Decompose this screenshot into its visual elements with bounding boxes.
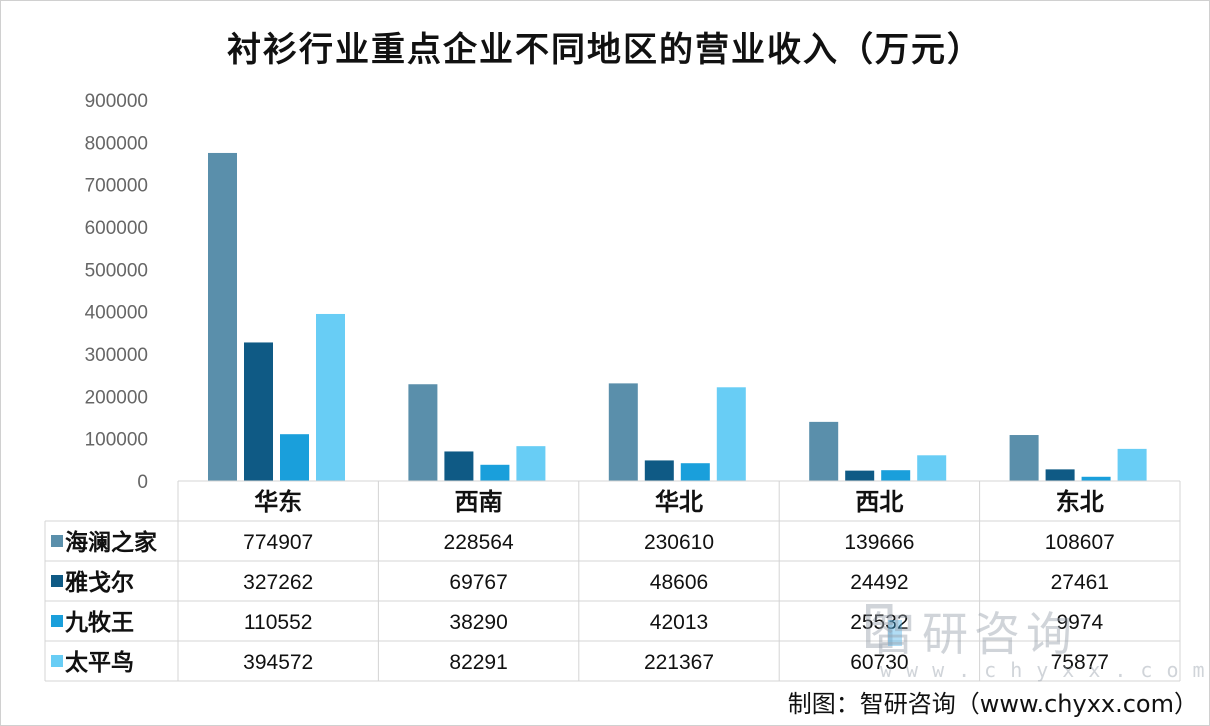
bar-雅戈尔-华北 [644,460,674,481]
table-cell-value: 110552 [244,611,313,634]
bar-海澜之家-华北 [608,383,638,481]
bar-雅戈尔-西北 [845,470,875,481]
watermark-logo-icon [866,604,902,648]
bar-雅戈尔-东北 [1045,469,1075,481]
y-tick-label: 400000 [85,303,148,324]
legend-swatch [51,575,63,587]
table-cell-value: 228564 [444,531,514,554]
table-cell-value: 69767 [449,571,507,594]
bar-太平鸟-华东 [316,313,345,481]
y-tick-label: 600000 [85,218,148,239]
bar-海澜之家-西南 [408,384,438,481]
table-cell-value: 108607 [1045,531,1115,554]
table-cell-value: 774907 [243,531,313,554]
y-tick-label: 300000 [85,345,148,366]
table-cell-value: 25532 [850,611,908,634]
table-cell-value: 38290 [449,611,507,634]
table-cell-value: 75877 [1051,651,1109,674]
table-cell-value: 60730 [850,651,908,674]
bar-太平鸟-东北 [1117,448,1147,481]
bar-海澜之家-华东 [208,152,237,481]
bar-雅戈尔-华东 [244,342,273,481]
y-tick-label: 0 [137,472,148,493]
legend-swatch [51,615,63,627]
chart-title: 衬衫行业重点企业不同地区的营业收入（万元） [227,30,983,70]
table-cell-value: 82291 [449,651,507,674]
x-category-label: 西北 [855,488,903,516]
x-category-label: 华北 [655,488,703,516]
source-credit: 制图：智研咨询（www.chyxx.com） [787,690,1198,718]
bar-九牧王-东北 [1081,476,1111,481]
legend-label: 雅戈尔 [65,569,134,596]
table-cell-value: 27461 [1051,571,1109,594]
y-tick-label: 800000 [85,133,148,154]
table-cell-value: 139666 [844,531,914,554]
table-cell-value: 42013 [650,611,708,634]
x-category-label: 西南 [455,488,503,516]
table-cell-value: 48606 [650,571,708,594]
y-tick-label: 200000 [85,387,148,408]
table-cell-value: 24492 [850,571,908,594]
bar-九牧王-华北 [680,463,710,481]
y-tick-label: 900000 [85,91,148,112]
bar-雅戈尔-西南 [444,451,474,481]
legend-swatch [51,535,63,547]
bar-太平鸟-西南 [516,446,546,481]
bar-太平鸟-西北 [917,455,947,481]
legend-label: 太平鸟 [65,649,134,676]
bar-太平鸟-华北 [716,387,746,481]
x-category-label: 华东 [254,488,302,516]
y-tick-label: 500000 [85,260,148,281]
table-cell-value: 230610 [644,531,714,554]
x-category-label: 东北 [1056,488,1104,516]
legend-label: 海澜之家 [65,529,157,556]
table-cell-value: 327262 [243,571,313,594]
table-cell-value: 221367 [644,651,714,674]
table-cell-value: 394572 [243,651,313,674]
legend-label: 九牧王 [64,609,134,636]
bar-九牧王-西南 [480,464,510,481]
bar-海澜之家-东北 [1009,435,1039,481]
bar-九牧王-华东 [280,434,309,481]
y-tick-label: 100000 [85,430,148,451]
y-tick-label: 700000 [85,176,148,197]
watermark-url: www.chyxx.com [880,658,1210,682]
bar-九牧王-西北 [881,470,911,481]
table-cell-value: 9974 [1056,611,1103,634]
bar-海澜之家-西北 [809,421,839,481]
watermark-text: 智研咨询 [870,607,1078,661]
legend-swatch [51,655,63,667]
